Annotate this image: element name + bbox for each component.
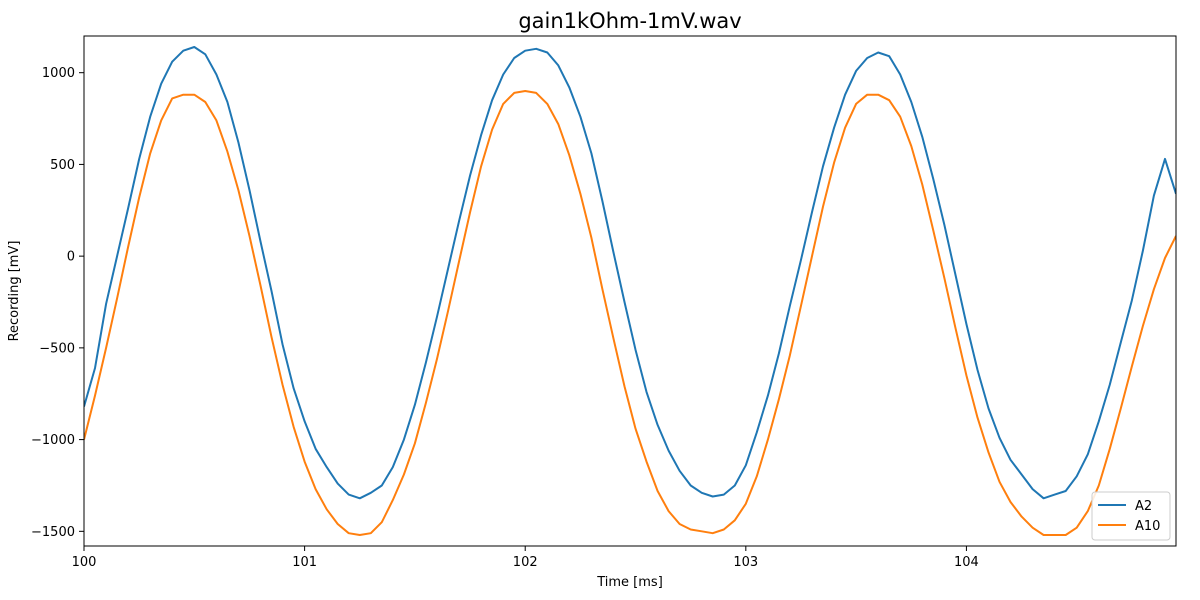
y-tick-label: 500: [50, 158, 75, 173]
x-tick-label: 103: [733, 555, 758, 570]
series-line-a10: [84, 90, 1176, 536]
series-layer: [84, 46, 1176, 536]
y-tick-label: −500: [39, 341, 75, 356]
x-axis-label: Time [ms]: [596, 575, 663, 590]
x-tick-label: 104: [954, 555, 979, 570]
x-axis: 100 101 102 103 104: [72, 546, 979, 570]
y-tick-label: −1500: [31, 525, 75, 540]
legend-label-a10: A10: [1135, 519, 1160, 534]
legend: A2 A10: [1091, 491, 1171, 541]
y-tick-label: 1000: [42, 66, 75, 81]
y-tick-label: −1000: [31, 433, 75, 448]
y-axis: −1500 −1000 −500 0 500 1000: [31, 66, 84, 540]
y-tick-label: 0: [67, 250, 75, 265]
chart-title: gain1kOhm-1mV.wav: [518, 9, 741, 33]
plot-frame: [83, 35, 1177, 547]
x-tick-label: 102: [513, 555, 538, 570]
y-axis-label: Recording [mV]: [7, 241, 22, 342]
x-tick-label: 100: [72, 555, 97, 570]
legend-label-a2: A2: [1135, 499, 1152, 514]
x-tick-label: 101: [292, 555, 317, 570]
series-line-a2: [84, 46, 1176, 500]
